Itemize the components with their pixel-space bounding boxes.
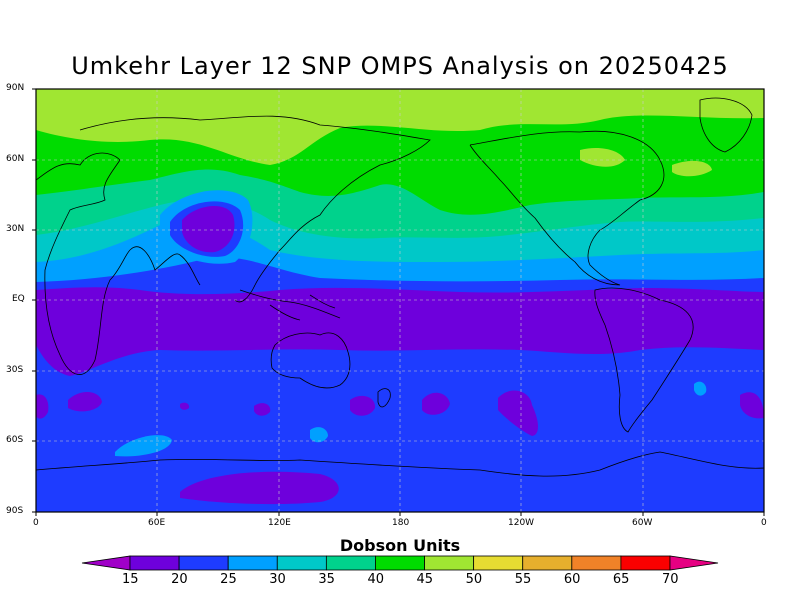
contour-high-sh-1 [115,435,172,457]
x-tick-label: 60E [148,518,166,528]
colorbar-arrow-low [81,555,131,571]
coastline-asia [79,115,431,303]
coastlines [36,97,764,477]
colorbar-tick-label: 55 [514,572,532,587]
contour-low-sh-1 [68,391,102,412]
y-tick-label: 60S [6,435,24,445]
colorbar-label: Dobson Units [339,536,461,555]
coastline-antarctica [36,451,764,477]
colorbar-arrow-high [669,555,719,571]
colorbar-tick-label: 45 [416,572,434,587]
contour-low-sh-2 [36,394,49,419]
y-tick-label: 90N [6,83,25,93]
contour-band-50-atlantic [672,160,712,177]
contour-tibet-inner [182,205,235,253]
map-title: Umkehr Layer 12 SNP OMPS Analysis on 202… [71,52,729,80]
colorbar-tick-label: 35 [318,572,335,587]
colorbar-tick-label: 60 [563,572,581,587]
colorbar-swatch [424,555,475,571]
colorbar-swatch [276,555,327,571]
colorbar-swatch [227,555,278,571]
colorbar-tick-label: 70 [662,572,679,587]
contour-low-sh-7 [254,403,271,416]
contour-band-50-arctic [580,148,625,167]
y-tick-label: 90S [6,506,24,516]
x-tick-label: 60W [632,518,653,528]
contour-low-sh-5 [498,390,538,436]
y-tick-label: 30S [6,365,24,375]
coastline-new-zealand [377,388,391,408]
colorbar-swatch [178,555,229,571]
colorbar-swatch [129,555,180,571]
coastline-australia [270,332,351,389]
coastline-south-america [594,287,694,433]
y-tick-label: 60N [6,154,25,164]
contour-low-sh-4 [422,392,450,415]
axis-ticks [32,88,765,516]
colorbar [81,555,719,571]
contour-low-sh-8 [180,402,190,410]
colorbar-tick-label: 25 [220,572,237,587]
coastline-arabia-india [129,246,201,286]
colorbar-swatch [571,555,622,571]
colorbar-swatch [522,555,573,571]
coastline-north-america [469,130,665,286]
x-tick-label: 0 [33,518,39,528]
colorbar-swatch [473,555,524,571]
x-tick-label: 180 [392,518,410,528]
contour-high-sh-3 [694,381,707,396]
colorbar-tick-label: 65 [612,572,630,587]
colorbar-tick-label: 40 [367,572,384,587]
coastline-greenland [699,97,753,153]
y-tick-label: EQ [12,294,25,304]
y-tick-label: 30N [6,224,25,234]
coastline-africa-europe [36,152,131,375]
colorbar-tick-label: 15 [122,572,139,587]
colorbar-tick-label: 20 [171,572,188,587]
contour-low-sh-6 [350,395,376,416]
lat-lon-grid [36,89,764,512]
contour-low-antarctic [180,471,339,505]
colorbar-swatch [375,555,425,571]
colorbar-swatch [620,555,671,571]
x-tick-label: 0 [761,518,767,528]
colorbar-tick-label: 50 [465,572,483,587]
x-tick-label: 120W [508,518,535,528]
colorbar-tick-label: 30 [269,572,286,587]
contour-low-sh-3 [740,392,764,419]
contour-high-sh-2 [310,427,328,443]
colorbar-swatch [325,555,376,571]
coastline-maritime-continent [239,289,341,321]
x-tick-label: 120E [268,518,291,528]
